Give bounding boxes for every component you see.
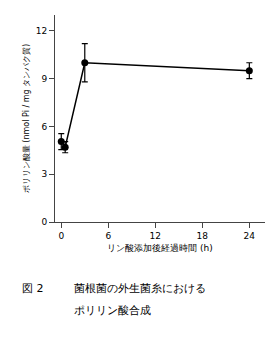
svg-text:6: 6 [105, 231, 111, 241]
svg-text:12: 12 [150, 231, 161, 241]
svg-text:0: 0 [41, 217, 47, 227]
svg-text:リン酸添加後経過時間 (h): リン酸添加後経過時間 (h) [107, 243, 213, 253]
svg-text:9: 9 [41, 74, 47, 84]
svg-text:図 2: 図 2 [22, 282, 44, 295]
svg-text:3: 3 [41, 169, 47, 179]
svg-text:18: 18 [197, 231, 209, 241]
svg-text:0: 0 [58, 231, 64, 241]
svg-text:6: 6 [41, 122, 47, 132]
svg-text:ポリリン酸合成: ポリリン酸合成 [74, 304, 151, 317]
svg-text:12: 12 [36, 26, 47, 36]
svg-text:24: 24 [244, 231, 256, 241]
svg-text:ポリリン酸量 (nmol Pi / mg タンパク質): ポリリン酸量 (nmol Pi / mg タンパク質) [22, 44, 31, 193]
svg-text:菌根菌の外生菌糸における: 菌根菌の外生菌糸における [74, 282, 206, 295]
